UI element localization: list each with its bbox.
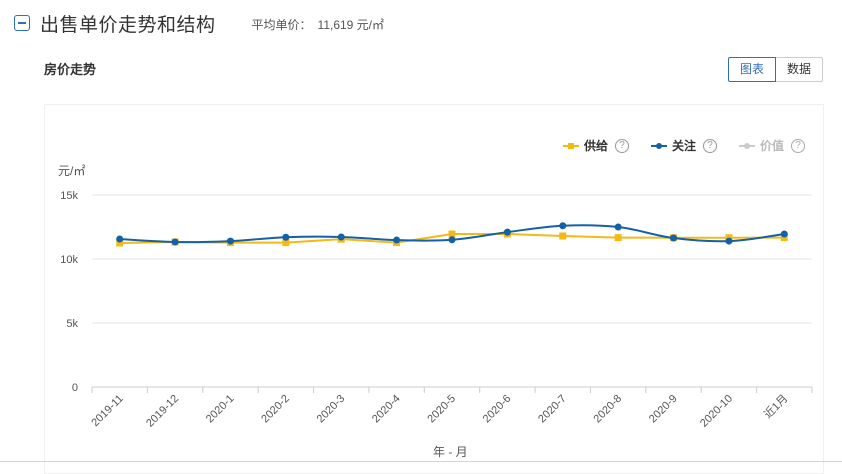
data-point[interactable]: [448, 230, 456, 238]
data-point[interactable]: [503, 228, 511, 236]
collapse-icon[interactable]: [14, 15, 30, 31]
y-tick-label: 5k: [66, 318, 78, 330]
legend-item-attention[interactable]: 关注 ?: [651, 137, 718, 154]
data-point[interactable]: [337, 233, 345, 241]
data-point[interactable]: [282, 239, 290, 247]
section-header: 出售单价走势和结构 平均单价： 11,619 元/㎡: [14, 11, 385, 36]
average-price-value: 11,619 元/㎡: [317, 17, 385, 32]
y-axis-unit: 元/㎡: [58, 164, 85, 178]
data-point[interactable]: [116, 239, 124, 247]
data-point[interactable]: [780, 234, 788, 242]
data-point[interactable]: [725, 237, 733, 245]
legend-label: 供给: [584, 139, 609, 153]
help-icon[interactable]: ?: [791, 138, 806, 153]
x-tick-label: 2020-9: [647, 393, 680, 426]
help-icon[interactable]: ?: [615, 138, 630, 153]
x-tick-label: 2020-7: [536, 393, 569, 426]
data-point[interactable]: [171, 238, 179, 246]
chart-section-title: 房价走势: [44, 62, 97, 77]
legend-item-value[interactable]: 价值 ?: [739, 137, 806, 154]
data-point[interactable]: [614, 234, 622, 242]
x-axis-title: 年 - 月: [433, 445, 468, 459]
data-point[interactable]: [614, 223, 622, 231]
gridlines: [92, 194, 812, 324]
chart-card: [44, 104, 824, 474]
data-point[interactable]: [670, 234, 678, 242]
x-tick-label: 2020-1: [204, 393, 237, 426]
data-point[interactable]: [448, 236, 456, 244]
y-tick-label: 0: [72, 382, 78, 394]
data-point[interactable]: [559, 222, 567, 230]
x-tick-label: 2020-8: [592, 393, 625, 426]
x-tick-label: 2019-12: [144, 393, 181, 430]
y-tick-label: 15k: [60, 190, 78, 202]
help-icon[interactable]: ?: [703, 138, 718, 153]
divider: [0, 461, 842, 462]
x-tick-label: 2020-2: [259, 393, 292, 426]
data-view-button[interactable]: 数据: [776, 57, 824, 82]
x-tick-label: 近1月: [761, 392, 790, 421]
data-point[interactable]: [559, 232, 567, 240]
x-tick-label: 2020-10: [698, 393, 735, 430]
chart-view-button[interactable]: 图表: [728, 57, 777, 82]
x-tick-label: 2020-5: [425, 393, 458, 426]
y-tick-label: 10k: [60, 254, 78, 266]
x-tick-label: 2019-11: [89, 393, 125, 429]
axes: 0 5k 10k 15k 2019-11 2019-12 2020-1 2020-2 2020-…: [60, 190, 813, 430]
circle-marker-icon: [739, 141, 756, 151]
x-tick-label: 2020-6: [481, 393, 514, 426]
chart-legend: 供给 ? 关注 ? 价值 ?: [563, 137, 827, 154]
section-title: 出售单价走势和结构: [40, 14, 216, 36]
line-chart: 0 5k 10k 15k 2019-11 2019-12 2020-1 2020-2 2020-…: [58, 164, 813, 459]
data-point[interactable]: [282, 233, 290, 241]
circle-marker-icon: [651, 141, 668, 151]
view-toggle: 图表 数据: [728, 57, 824, 82]
legend-label: 关注: [672, 139, 697, 153]
legend-label: 价值: [760, 139, 785, 153]
data-point[interactable]: [116, 235, 124, 243]
series: [116, 222, 788, 247]
data-point[interactable]: [393, 236, 401, 244]
square-marker-icon: [563, 141, 579, 151]
x-tick-label: 2020-4: [370, 393, 403, 426]
data-point[interactable]: [226, 237, 234, 245]
legend-item-supply[interactable]: 供给 ?: [563, 137, 630, 154]
average-price-label: 平均单价：: [251, 17, 312, 32]
data-point[interactable]: [780, 230, 788, 238]
x-tick-label: 2020-3: [315, 393, 348, 426]
